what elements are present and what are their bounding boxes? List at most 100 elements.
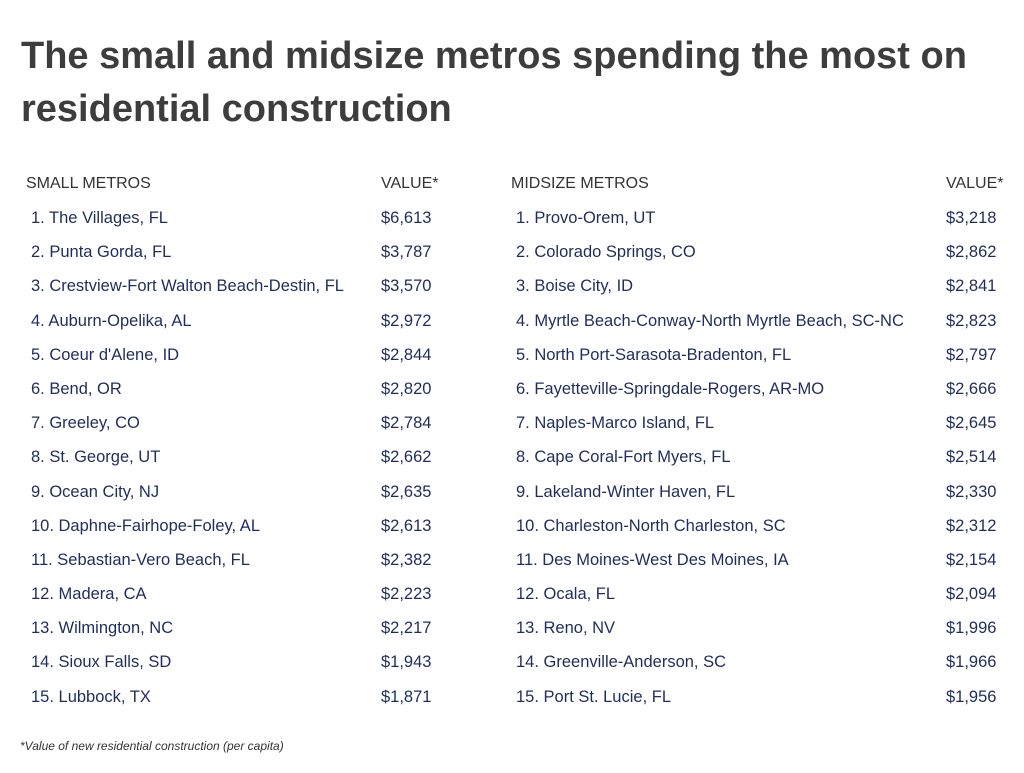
table-row: 2. Colorado Springs, CO $2,862: [505, 237, 1013, 271]
metro-value: $2,666: [946, 379, 997, 398]
table-row: 11. Des Moines-West Des Moines, IA $2,154: [505, 545, 1013, 579]
metro-name: 13. Wilmington, NC: [31, 619, 174, 638]
metro-value: $2,862: [946, 243, 997, 262]
small-metros-rows: 1. The Villages, FL $6,613 2. Punta Gorda,…: [20, 203, 450, 716]
metro-name: 8. St. George, UT: [31, 448, 161, 467]
table-row: 7. Greeley, CO $2,784: [20, 408, 450, 442]
table-row: 4. Myrtle Beach-Conway-North Myrtle Beac…: [505, 306, 1013, 340]
metro-value: $2,154: [946, 550, 997, 569]
metro-value: $2,330: [946, 482, 997, 501]
metro-value: $6,613: [381, 209, 432, 227]
metro-value: $2,217: [381, 619, 432, 638]
table-row: 12. Madera, CA $2,223: [20, 579, 450, 613]
metro-name: 14. Greenville-Anderson, SC: [516, 653, 727, 672]
metro-name: 5. Coeur d'Alene, ID: [31, 345, 180, 364]
metro-value: $2,223: [381, 585, 432, 604]
metro-value: $1,943: [381, 653, 432, 672]
table-row: 10. Charleston-North Charleston, SC $2,31…: [505, 511, 1013, 545]
midsize-metros-rows: 1. Provo-Orem, UT $3,218 2. Colorado Sprin…: [505, 203, 1013, 716]
table-row: 5. Coeur d'Alene, ID $2,844: [20, 340, 450, 374]
footnote: *Value of new residential construction (…: [20, 739, 284, 753]
metro-name: 9. Ocean City, NJ: [31, 482, 160, 501]
table-row: 6. Bend, OR $2,820: [20, 374, 450, 408]
table-row: 13. Reno, NV $1,996: [505, 613, 1013, 647]
table-row: 6. Fayetteville-Springdale-Rogers, AR-MO…: [505, 374, 1013, 408]
metro-name: 9. Lakeland-Winter Haven, FL: [516, 482, 736, 501]
table-row: 11. Sebastian-Vero Beach, FL $2,382: [20, 545, 450, 579]
metro-name: 7. Naples-Marco Island, FL: [516, 414, 715, 433]
metro-name: 10. Charleston-North Charleston, SC: [516, 516, 786, 535]
metro-value: $2,645: [946, 414, 997, 433]
table-row: 9. Lakeland-Winter Haven, FL $2,330: [505, 477, 1013, 511]
metro-value: $2,797: [946, 345, 997, 364]
metro-value: $2,972: [381, 311, 432, 330]
metro-name: 4. Auburn-Opelika, AL: [31, 311, 192, 330]
metro-value: $1,956: [946, 687, 997, 706]
small-metros-header: SMALL METROS VALUE*: [20, 171, 450, 197]
metro-name: 3. Boise City, ID: [516, 277, 634, 296]
column-header-value: VALUE*: [946, 175, 1004, 192]
metro-name: 2. Punta Gorda, FL: [31, 243, 172, 262]
metro-name: 15. Lubbock, TX: [31, 687, 151, 706]
metro-value: $2,613: [381, 516, 432, 535]
metro-value: $3,570: [381, 277, 432, 296]
metro-name: 10. Daphne-Fairhope-Foley, AL: [31, 516, 260, 535]
table-row: 14. Greenville-Anderson, SC $1,966: [505, 647, 1013, 681]
metro-value: $2,823: [946, 311, 997, 330]
metro-value: $2,844: [381, 345, 432, 364]
metro-value: $3,787: [381, 243, 432, 262]
metro-name: 1. Provo-Orem, UT: [516, 209, 656, 227]
metro-name: 1. The Villages, FL: [31, 209, 168, 227]
table-row: 12. Ocala, FL $2,094: [505, 579, 1013, 613]
metro-value: $2,820: [381, 379, 432, 398]
metro-name: 2. Colorado Springs, CO: [516, 243, 696, 262]
table-row: 9. Ocean City, NJ $2,635: [20, 477, 450, 511]
metro-value: $2,662: [381, 448, 432, 467]
table-row: 10. Daphne-Fairhope-Foley, AL $2,613: [20, 511, 450, 545]
metro-name: 6. Bend, OR: [31, 379, 122, 398]
metro-name: 12. Madera, CA: [31, 585, 147, 604]
midsize-metros-header: MIDSIZE METROS VALUE*: [505, 171, 1013, 197]
column-header-metro: MIDSIZE METROS: [511, 175, 649, 192]
table-row: 13. Wilmington, NC $2,217: [20, 613, 450, 647]
metro-name: 7. Greeley, CO: [31, 414, 140, 433]
table-row: 5. North Port-Sarasota-Bradenton, FL $2,7…: [505, 340, 1013, 374]
table-row: 3. Boise City, ID $2,841: [505, 271, 1013, 305]
chart-title: The small and midsize metros spending th…: [21, 35, 967, 130]
metro-name: 15. Port St. Lucie, FL: [516, 687, 671, 706]
table-row: 4. Auburn-Opelika, AL $2,972: [20, 306, 450, 340]
table-row: 15. Lubbock, TX $1,871: [20, 682, 450, 716]
metro-value: $2,784: [381, 414, 432, 433]
metro-value: $1,966: [946, 653, 997, 672]
column-header-metro: SMALL METROS: [26, 175, 151, 192]
metro-name: 11. Des Moines-West Des Moines, IA: [516, 550, 789, 569]
metro-value: $1,996: [946, 619, 997, 638]
table-row: 15. Port St. Lucie, FL $1,956: [505, 682, 1013, 716]
metro-name: 5. North Port-Sarasota-Bradenton, FL: [516, 345, 792, 364]
table-row: 8. St. George, UT $2,662: [20, 442, 450, 476]
table-row: 3. Crestview-Fort Walton Beach-Destin, F…: [20, 271, 450, 305]
metro-value: $2,382: [381, 550, 432, 569]
table-row: 1. The Villages, FL $6,613: [20, 203, 450, 237]
table-row: 1. Provo-Orem, UT $3,218: [505, 203, 1013, 237]
metro-name: 8. Cape Coral-Fort Myers, FL: [516, 448, 731, 467]
midsize-metros-table: MIDSIZE METROS VALUE* 1. Provo-Orem, UT $…: [505, 171, 1013, 716]
metro-value: $3,218: [946, 209, 997, 227]
metro-value: $2,094: [946, 585, 997, 604]
small-metros-table: SMALL METROS VALUE* 1. The Villages, FL $…: [20, 171, 450, 716]
table-row: 14. Sioux Falls, SD $1,943: [20, 647, 450, 681]
table-row: 8. Cape Coral-Fort Myers, FL $2,514: [505, 442, 1013, 476]
metro-value: $2,514: [946, 448, 997, 467]
metro-name: 13. Reno, NV: [516, 619, 616, 638]
column-header-value: VALUE*: [381, 175, 439, 192]
metro-name: 4. Myrtle Beach-Conway-North Myrtle Beac…: [516, 311, 904, 330]
metro-name: 14. Sioux Falls, SD: [31, 653, 172, 672]
metro-name: 11. Sebastian-Vero Beach, FL: [31, 550, 250, 569]
metro-value: $2,635: [381, 482, 432, 501]
table-row: 2. Punta Gorda, FL $3,787: [20, 237, 450, 271]
metro-value: $1,871: [381, 687, 432, 706]
metro-value: $2,312: [946, 516, 997, 535]
metro-name: 3. Crestview-Fort Walton Beach-Destin, F…: [31, 277, 344, 296]
metro-value: $2,841: [946, 277, 997, 296]
table-row: 7. Naples-Marco Island, FL $2,645: [505, 408, 1013, 442]
